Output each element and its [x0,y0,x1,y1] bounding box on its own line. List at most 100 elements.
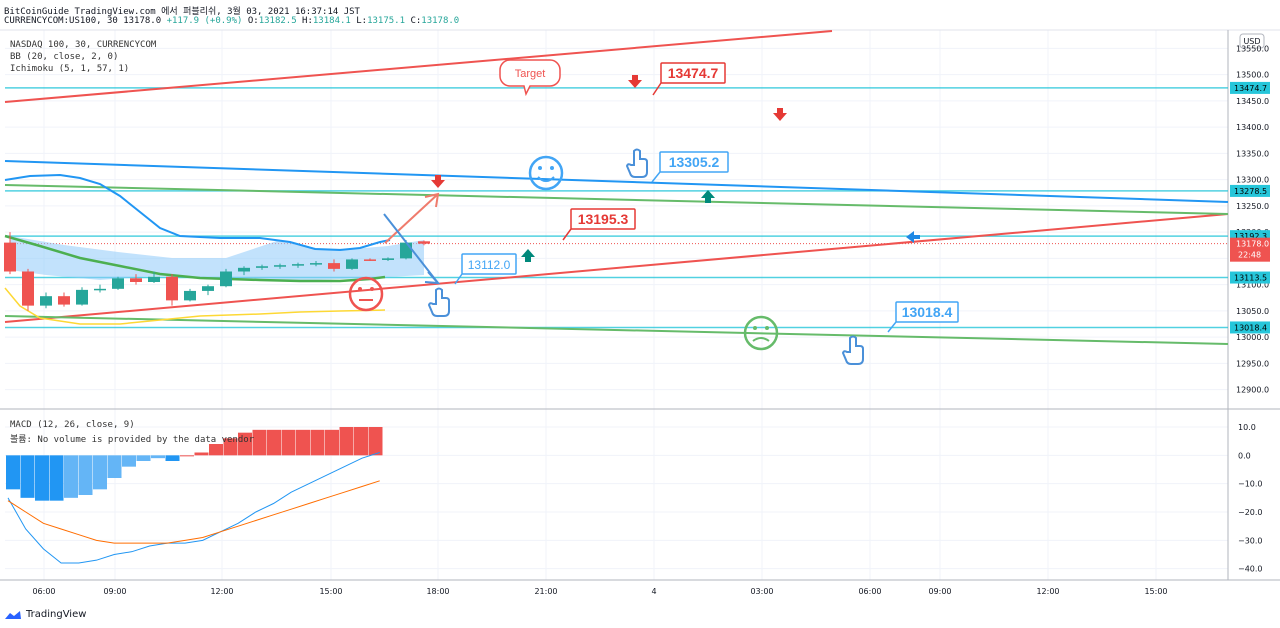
high-value: 13184.1 [312,16,351,26]
candle-body [202,286,214,291]
bb-lower-line [4,287,386,325]
price-tick-label: 12950.0 [1236,359,1269,368]
smiley-happy-icon [528,155,564,191]
price-tick-label: 13300.0 [1236,176,1269,185]
candle-body [76,289,88,305]
time-tick-label: 15:00 [1144,587,1167,596]
label-13018: 13018.4 [895,301,959,323]
candle-body [310,263,322,265]
price-level-badge: 13113.5 [1230,271,1270,284]
macd-histogram-bar [281,429,296,456]
svg-text:13195.3: 13195.3 [578,211,629,227]
candles [4,232,430,311]
ohlc-header: CURRENCYCOM:US100, 30 13178.0 +117.9 (+0… [4,16,460,26]
low-value: 13175.1 [367,16,406,26]
svg-text:Target: Target [515,68,546,80]
close-value: 13178.0 [421,16,460,26]
candle-body [220,271,232,287]
candle-body [166,276,178,301]
blue-trendline [4,160,1229,203]
svg-text:13018.4: 13018.4 [1234,323,1267,332]
candle-body [400,242,412,259]
svg-text:13178.0: 13178.0 [1236,240,1269,249]
projection-arrowhead [424,271,441,285]
time-tick-label: 18:00 [426,587,449,596]
macd-tick-label: −30.0 [1238,536,1263,545]
label-pointer [454,273,463,285]
arrow-up-icon [521,249,535,262]
label-13474: 13474.7 [660,62,726,84]
change-value: +117.9 (+0.9%) [166,16,243,26]
macd-histogram-bar [64,455,78,498]
pointing-hand-icon [427,287,450,317]
label-13305: 13305.2 [659,151,729,173]
legend-bb[interactable]: BB (20, close, 2, 0) [10,52,119,62]
candle-body [346,259,358,269]
red-trendline-upper [4,30,833,103]
projection-line-up [384,193,439,244]
candle-body [328,263,340,269]
macd-histogram-bar [122,455,136,467]
macd-histogram-bar [136,455,151,461]
macd-histogram-bar [151,455,165,459]
tradingview-logo[interactable]: TradingView [4,609,86,620]
legend-ichimoku[interactable]: Ichimoku (5, 1, 57, 1) [10,64,130,74]
legend-macd[interactable]: MACD (12, 26, close, 9) [10,420,135,430]
candle-body [22,271,34,306]
candle-body [256,266,268,268]
macd-tick-label: −40.0 [1238,565,1263,574]
svg-text:13278.5: 13278.5 [1234,187,1267,196]
macd-histogram-bar [296,429,310,456]
candle-body [40,296,52,306]
price-tick-label: 13400.0 [1236,123,1269,132]
macd-histogram-bar [238,432,252,456]
currency-badge: USD [1239,33,1265,49]
arrow-left-icon [906,231,920,243]
legend-volume-note: 볼륨: No volume is provided by the data ve… [10,435,255,445]
cloud-area [10,236,424,280]
candle-body [364,259,376,261]
legend-symbol[interactable]: NASDAQ 100, 30, CURRENCYCOM [10,40,157,50]
time-tick-label: 06:00 [858,587,881,596]
macd-tick-label: 0.0 [1238,451,1251,460]
candle-body [184,290,196,301]
price-tick-label: 13000.0 [1236,333,1269,342]
price-tick-label: 12900.0 [1236,386,1269,395]
drawings: 13474.7 13305.2 13195.3 13112.0 13018.4 Targe… [348,59,959,365]
macd-histogram-bar [35,455,49,501]
candle-body [382,258,394,260]
macd-tick-label: 10.0 [1238,423,1256,432]
price-tick-label: 13050.0 [1236,307,1269,316]
bb-upper-line [4,173,391,252]
trend-lines [4,30,1229,345]
macd-histogram-bar [78,455,93,495]
ichimoku-cloud [4,173,424,325]
macd-histogram-bar [252,429,267,456]
price-tick-label: 13450.0 [1236,97,1269,106]
candle-body [238,267,250,272]
time-tick-label: 03:00 [750,587,773,596]
macd-histogram-bar [194,452,209,456]
macd-pane [6,427,383,564]
symbol-label: CURRENCYCOM:US100, 30 13178.0 [4,16,162,26]
bb-mid-line [4,234,386,283]
macd-tick-label: −10.0 [1238,480,1263,489]
macd-histogram-bar [325,429,339,456]
green-trendline-upper [4,184,1229,215]
price-level-badge: 13474.7 [1230,81,1270,94]
macd-histogram-bar [223,438,238,456]
tradingview-icon [5,610,21,619]
candle-body [274,265,286,267]
label-13195: 13195.3 [570,208,636,230]
macd-histogram-bar [49,455,64,501]
svg-text:13305.2: 13305.2 [669,154,720,170]
macd-histogram-bar [354,427,368,456]
svg-text:USD: USD [1243,37,1260,46]
green-trendline-lower [4,315,1229,345]
last-price-badge: 13178.0 22:48 [1230,237,1270,262]
label-13112: 13112.0 [461,253,517,275]
price-level-badge: 13018.4 [1230,321,1270,334]
price-tick-label: 13250.0 [1236,202,1269,211]
macd-tick-label: −20.0 [1238,508,1263,517]
